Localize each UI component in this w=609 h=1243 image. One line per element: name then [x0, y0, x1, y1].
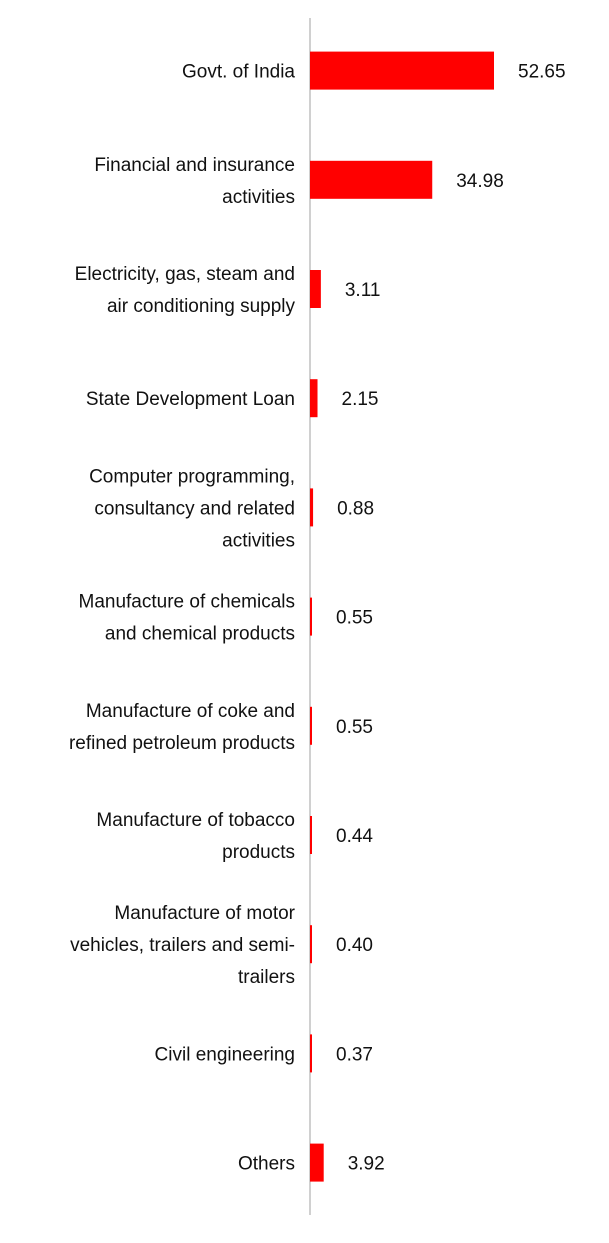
category-label-line: Others: [238, 1154, 295, 1175]
bar-3: [310, 270, 321, 308]
category-label-line: State Development Loan: [86, 389, 295, 410]
category-label-line: Financial and insurance: [94, 155, 295, 176]
bars-group: [310, 51, 494, 1182]
value-label-9: 0.40: [336, 935, 373, 956]
category-labels-group: Govt. of India Financial and insurance act…: [69, 62, 296, 1175]
category-label-line: Manufacture of coke and: [86, 701, 295, 722]
value-label-1: 52.65: [518, 62, 566, 83]
category-label-line: activities: [222, 530, 295, 551]
value-label-11: 3.92: [348, 1154, 385, 1175]
bar-5: [310, 488, 314, 527]
bar-2: [310, 160, 433, 199]
bar-4: [310, 379, 318, 418]
category-label-6: Manufacture of chemicals and chemical pro…: [79, 592, 296, 645]
category-label-5: Computer programming, consultancy and rel…: [89, 466, 295, 551]
value-label-7: 0.55: [336, 717, 373, 738]
bar-9: [310, 925, 312, 964]
category-label-line: and chemical products: [105, 624, 295, 645]
bar-11: [310, 1143, 324, 1182]
category-label-line: Govt. of India: [182, 62, 295, 83]
value-labels-group: 52.65 34.98 3.11 2.15 0.88 0.55 0.55 0.44 0.40 0.…: [336, 62, 566, 1175]
category-label-line: refined petroleum products: [69, 733, 295, 754]
bar-8: [310, 816, 312, 854]
category-label-line: air conditioning supply: [107, 296, 296, 317]
category-label-line: products: [222, 842, 295, 863]
category-label-line: Manufacture of tobacco: [96, 810, 295, 831]
bar-7: [310, 706, 312, 745]
value-label-6: 0.55: [336, 608, 373, 629]
category-label-line: Civil engineering: [155, 1044, 295, 1065]
category-label-11: Others: [238, 1154, 295, 1175]
value-label-8: 0.44: [336, 826, 373, 847]
category-label-1: Govt. of India: [182, 62, 295, 83]
value-label-4: 2.15: [342, 389, 379, 410]
category-label-line: Electricity, gas, steam and: [75, 264, 295, 285]
category-label-10: Civil engineering: [155, 1044, 295, 1065]
category-label-8: Manufacture of tobacco products: [96, 810, 295, 863]
value-label-3: 3.11: [345, 280, 381, 301]
category-label-line: consultancy and related: [94, 498, 295, 519]
category-label-line: Computer programming,: [89, 466, 295, 487]
value-label-5: 0.88: [337, 498, 374, 519]
category-label-2: Financial and insurance activities: [94, 155, 295, 208]
category-label-line: trailers: [238, 967, 295, 988]
category-label-7: Manufacture of coke and refined petroleum…: [69, 701, 295, 754]
bar-10: [310, 1034, 312, 1073]
bar-1: [310, 51, 494, 90]
category-label-line: activities: [222, 187, 295, 208]
value-label-2: 34.98: [456, 171, 504, 192]
category-label-line: Manufacture of chemicals: [79, 592, 296, 613]
category-label-4: State Development Loan: [86, 389, 295, 410]
category-label-3: Electricity, gas, steam and air condition…: [75, 264, 296, 317]
category-label-line: Manufacture of motor: [114, 903, 295, 924]
value-label-10: 0.37: [336, 1044, 373, 1065]
category-label-line: vehicles, trailers and semi-: [70, 935, 295, 956]
bar-6: [310, 597, 312, 636]
category-label-9: Manufacture of motor vehicles, trailers a…: [70, 903, 296, 988]
